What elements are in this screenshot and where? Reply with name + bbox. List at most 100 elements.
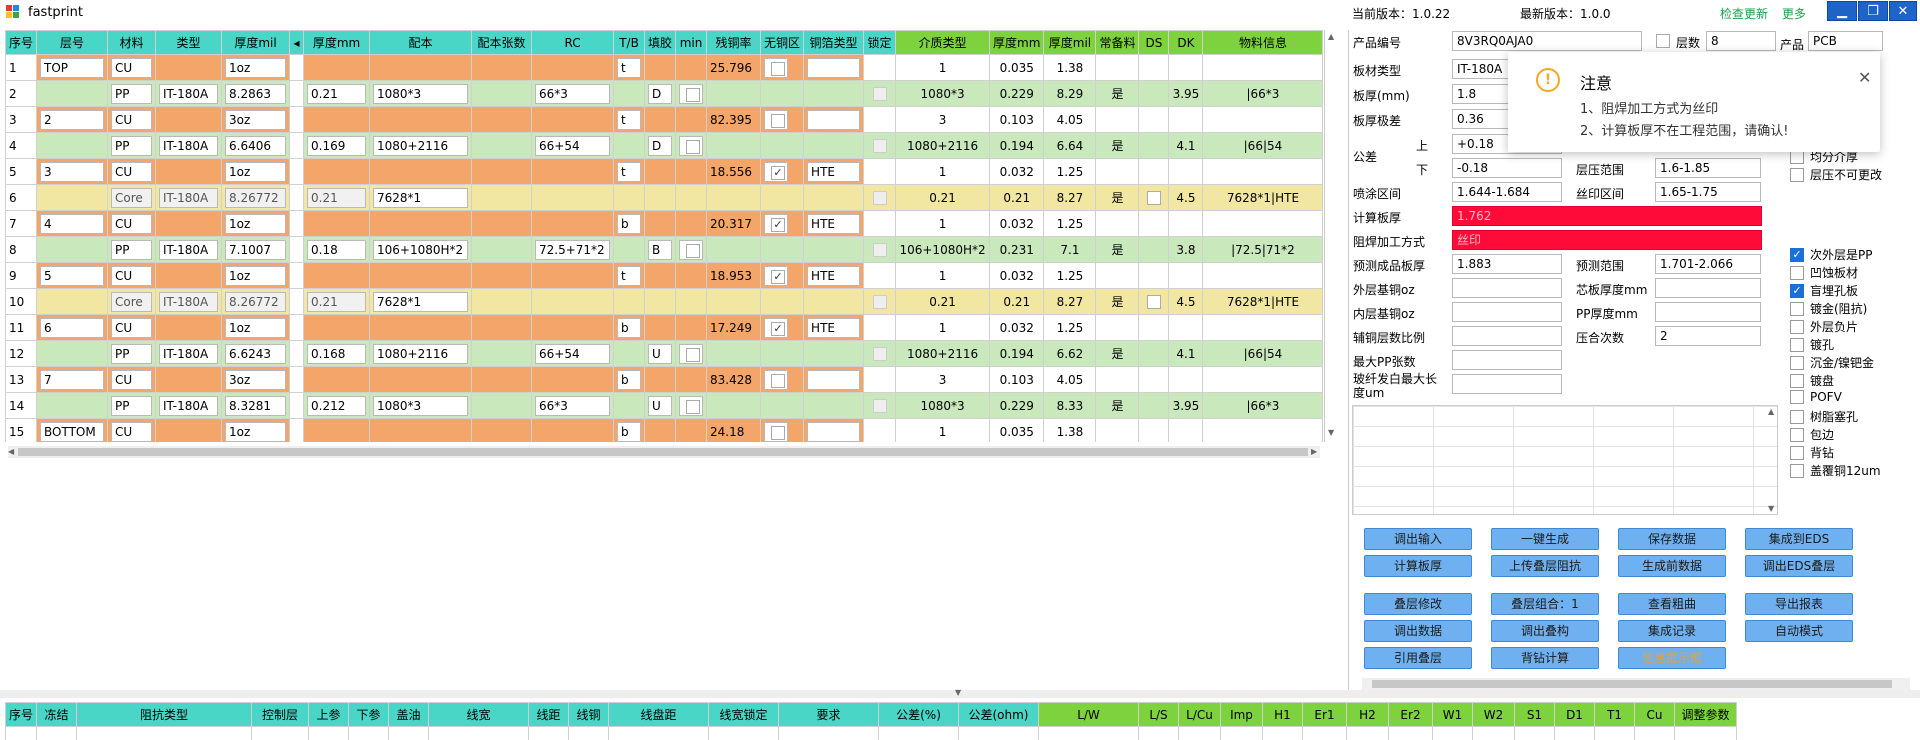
option-checkbox[interactable] [1790,390,1804,404]
cell-info[interactable]: |72.5|71*2 [1202,236,1324,263]
cell-ds[interactable] [1138,392,1170,419]
table-row[interactable]: 11 6 CU 1oz b 17.249 ✓ HTE 1 0.032 1.25 [5,314,1324,341]
cell-mat[interactable]: CU [107,106,157,133]
cell-layer[interactable] [36,288,109,315]
cell-diel[interactable]: 3 [895,106,991,133]
input-mat[interactable]: PP [111,83,153,104]
cell-nocu[interactable] [760,184,805,211]
panel-splitter[interactable]: ▼ [0,688,1920,698]
cell-pb[interactable]: 7628*1 [369,288,473,315]
cell-mm[interactable] [303,106,371,133]
cell-type[interactable]: IT-180A [155,236,223,263]
cell-mil[interactable]: 1oz [221,262,291,289]
impedance-cell[interactable] [708,726,779,740]
impedance-cell[interactable] [1432,726,1473,740]
cell-tb[interactable] [613,392,646,419]
input-layer[interactable]: 2 [40,109,105,130]
grid-horizontal-scrollbar[interactable]: ◀ ▶ [8,446,1320,458]
input-tb[interactable]: b [617,369,642,390]
cell-rc[interactable] [531,54,615,81]
cell-tb[interactable]: t [613,158,646,185]
impedance-cell[interactable] [1514,726,1555,740]
cell-info[interactable] [1202,262,1324,289]
cell-mil[interactable]: 8.2863 [221,80,291,107]
cell-info[interactable] [1202,54,1324,81]
impedance-cell[interactable] [1554,726,1595,740]
cell-fill[interactable]: U [644,392,677,419]
cell-mat[interactable]: PP [107,340,157,367]
option-12[interactable]: 包边 [1790,426,1834,443]
impedance-col-header-0[interactable]: 序号 [5,702,37,727]
impedance-col-header-28[interactable]: Cu [1634,702,1675,727]
cell-no[interactable]: 2 [5,80,38,107]
grid-col-header-17[interactable]: 介质类型 [895,30,991,55]
cell-mat[interactable]: CU [107,158,157,185]
option-checkbox[interactable] [1790,265,1804,280]
cell-tb[interactable] [613,236,646,263]
cell-tb[interactable] [613,132,646,159]
cell-min[interactable] [675,340,708,367]
option-checkbox[interactable] [1790,427,1804,442]
cell-cu[interactable]: 20.317 [706,210,762,237]
cell-tmm[interactable]: 0.231 [989,236,1045,263]
cell-lock[interactable] [863,158,897,185]
cell-tb[interactable]: b [613,366,646,393]
impedance-cell[interactable] [76,726,252,740]
cell-ds[interactable] [1138,366,1170,393]
no-copper-checkbox[interactable] [764,109,789,130]
cell-info[interactable] [1202,314,1324,341]
cell-tmm[interactable]: 0.21 [989,288,1045,315]
cell-mm[interactable] [303,210,371,237]
cell-lock[interactable] [863,184,897,211]
cell-mm[interactable]: 0.21 [303,80,371,107]
cell-tmil[interactable]: 8.27 [1043,184,1097,211]
cell-no[interactable]: 13 [5,366,38,393]
cell-lock[interactable] [863,392,897,419]
cell-cu[interactable] [706,288,762,315]
cell-type[interactable] [155,106,223,133]
cell-tb[interactable]: t [613,262,646,289]
cell-foil[interactable] [803,392,865,419]
cell-nocu[interactable] [760,366,805,393]
cell-no[interactable]: 5 [5,158,38,185]
cell-mm[interactable]: 0.212 [303,392,371,419]
cell-pb[interactable]: 7628*1 [369,184,473,211]
impedance-col-header-3[interactable]: 控制层 [251,702,309,727]
cell-foil[interactable]: HTE [803,314,865,341]
cell-pb[interactable] [369,366,473,393]
cell-pbn[interactable] [471,80,533,107]
cell-mm[interactable] [303,418,371,442]
cell-tmm[interactable]: 0.194 [989,340,1045,367]
more-link[interactable]: 更多 [1782,7,1807,21]
cell-pbn[interactable] [471,366,533,393]
cell-cu[interactable] [706,80,762,107]
cell-mm[interactable] [303,54,371,81]
cell-tb[interactable] [613,340,646,367]
grid-col-header-8[interactable]: 配本张数 [471,30,533,55]
input-mm[interactable]: 0.212 [307,395,367,416]
impedance-col-header-25[interactable]: S1 [1514,702,1555,727]
cell-cu[interactable] [706,132,762,159]
impedance-cell[interactable] [388,726,429,740]
cell-diel[interactable]: 1 [895,418,991,442]
splitter-arrow-icon[interactable]: ▼ [955,688,962,697]
cell-cu[interactable]: 18.556 [706,158,762,185]
grid-col-header-12[interactable]: min [675,30,708,55]
impedance-col-header-18[interactable]: Imp [1220,702,1263,727]
impedance-col-header-11[interactable]: 线宽锁定 [708,702,779,727]
cell-no[interactable]: 11 [5,314,38,341]
input-tb[interactable]: t [617,57,642,78]
input-fill[interactable]: B [648,239,673,260]
cell-tmil[interactable]: 6.62 [1043,340,1097,367]
ds-checkbox[interactable] [1146,294,1161,309]
cell-diel[interactable]: 0.21 [895,288,991,315]
action-button[interactable]: 叠层组合：1 [1491,593,1599,615]
grid-col-header-19[interactable]: 厚度mil [1043,30,1097,55]
no-copper-checkbox[interactable]: ✓ [764,213,789,234]
input-tb[interactable]: t [617,109,642,130]
cell-cu[interactable]: 83.428 [706,366,762,393]
input-mat[interactable]: Core [111,291,153,312]
cell-std[interactable]: 是 [1095,340,1140,367]
cell-lock[interactable] [863,288,897,315]
cell-pbn[interactable] [471,236,533,263]
